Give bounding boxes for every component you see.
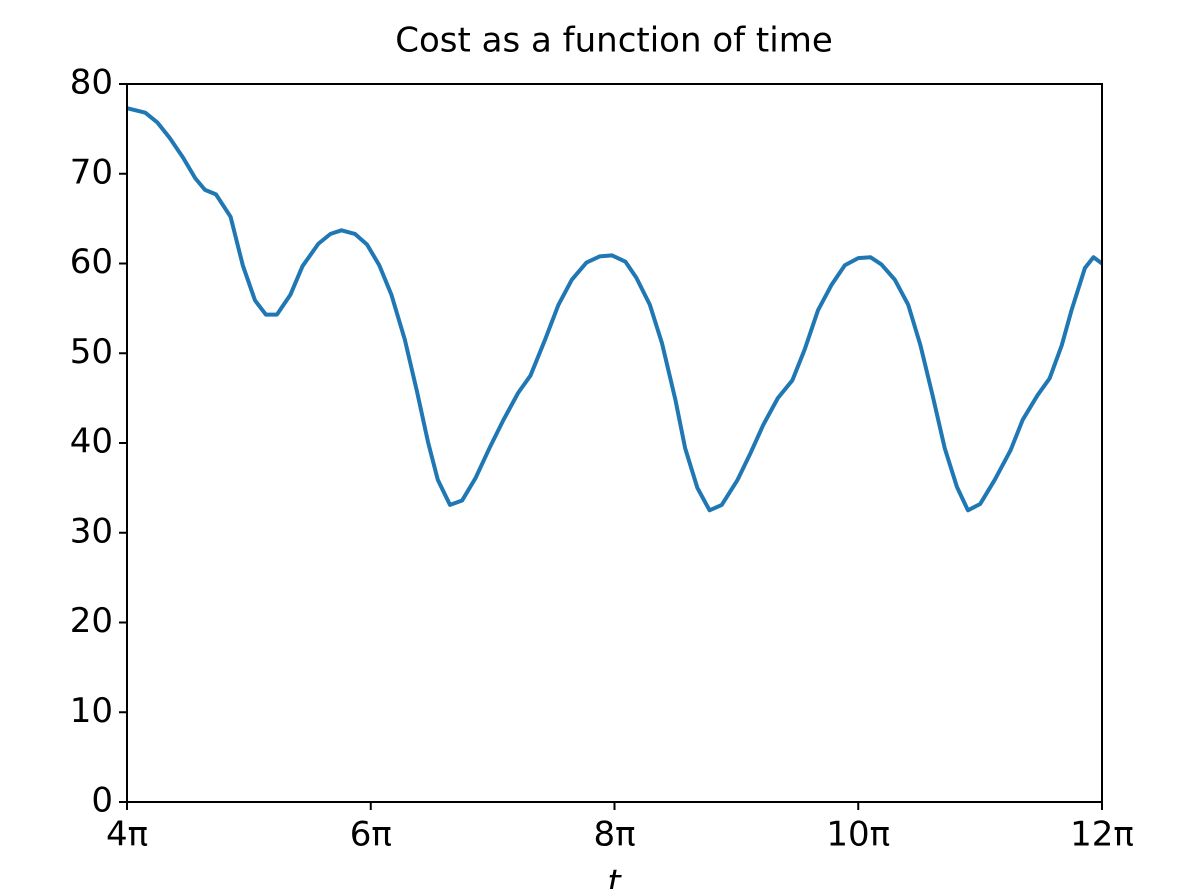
y-tick-label: 80 bbox=[70, 63, 113, 103]
y-tick-label: 10 bbox=[70, 691, 113, 731]
x-tick-label: 8π bbox=[593, 815, 635, 855]
x-tick-label: 4π bbox=[106, 815, 148, 855]
chart-title: Cost as a function of time bbox=[395, 21, 832, 61]
plot-frame bbox=[126, 83, 1103, 803]
y-tick-label: 50 bbox=[70, 332, 113, 372]
y-tick-label: 20 bbox=[70, 601, 113, 641]
y-tick-label: 40 bbox=[70, 422, 113, 462]
x-tick-label: 10π bbox=[826, 815, 890, 855]
x-tick-label: 6π bbox=[350, 815, 392, 855]
y-tick-label: 60 bbox=[70, 242, 113, 282]
y-tick-label: 30 bbox=[70, 511, 113, 551]
data-line bbox=[126, 106, 1104, 513]
y-tick-label: 70 bbox=[70, 152, 113, 192]
y-tick-label: 0 bbox=[91, 781, 113, 821]
x-tick-label: 12π bbox=[1070, 815, 1134, 855]
x-axis-label: t bbox=[607, 863, 622, 889]
